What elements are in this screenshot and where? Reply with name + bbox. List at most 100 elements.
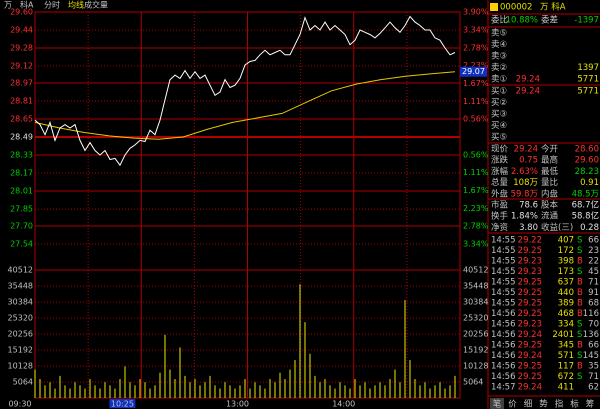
trade-volume: 398 (558, 257, 574, 267)
volume-bar (224, 382, 226, 398)
trade-price: 29.25 (518, 341, 542, 351)
y-tick-label: 27.70 (10, 221, 33, 230)
book-label: 卖② (491, 63, 507, 73)
trade-price: 29.24 (518, 383, 542, 393)
header-label: 成交量 (84, 0, 108, 10)
price-marker-box (460, 66, 487, 77)
y-tick-label: 25320 (8, 314, 33, 323)
trade-time: 14:55 (491, 278, 516, 288)
trade-time: 14:56 (491, 372, 516, 382)
volume-bar (234, 388, 236, 398)
stat-label: 流通 (541, 211, 559, 222)
volume-bar (99, 388, 101, 398)
stat-label: 换手 (491, 211, 509, 222)
volume-bar (74, 382, 76, 398)
volume-bar (364, 382, 366, 398)
trade-side: S (577, 236, 582, 246)
volume-bar (284, 379, 286, 398)
trade-side: S (577, 246, 582, 256)
trade-price: 29.25 (518, 246, 542, 256)
volume-bar (324, 379, 326, 398)
volume-bar (194, 379, 196, 398)
volume-bar (269, 379, 271, 398)
stat-value: -10.88% (503, 16, 538, 26)
time-label: 13:00 (226, 400, 249, 409)
y2-tick-label: 40512 (463, 266, 488, 275)
volume-bar (359, 385, 361, 398)
panel-tab[interactable]: 指 (555, 399, 564, 409)
volume-bar (454, 375, 456, 398)
volume-bar (209, 375, 211, 398)
book-price: 29.24 (516, 87, 540, 97)
y-tick-label: 28.97 (10, 78, 33, 87)
trade-count: 22 (588, 257, 599, 267)
volume-bar (54, 388, 56, 398)
volume-bar (399, 382, 401, 398)
trade-time: 14:55 (491, 267, 516, 277)
trade-count: 136 (583, 330, 599, 340)
stat-label: 外盘 (491, 188, 509, 199)
trade-count: 23 (588, 246, 599, 256)
header-label: 分时 (44, 0, 60, 10)
volume-bar (249, 388, 251, 398)
trade-count: 71 (588, 278, 599, 288)
stock-name: 万 科A (540, 2, 566, 13)
volume-bar (344, 385, 346, 398)
y2-tick-label: 10128 (463, 362, 488, 371)
volume-bar (154, 385, 156, 398)
volume-bar (259, 385, 261, 398)
trade-time: 14:55 (491, 299, 516, 309)
volume-bar (389, 379, 391, 398)
volume-bar (394, 369, 396, 398)
panel-tab[interactable]: 势 (539, 399, 548, 409)
average-line (34, 71, 456, 140)
y-tick-label: 27.85 (10, 205, 33, 214)
volume-bar (239, 385, 241, 398)
stat-value: 0.75 (519, 156, 538, 166)
volume-bar (64, 385, 66, 398)
stat-value: 59.8万 (511, 189, 538, 199)
trade-price: 29.23 (518, 257, 542, 267)
panel-tab[interactable]: 价 (508, 400, 517, 409)
trade-side: B (577, 341, 583, 351)
volume-bar (164, 334, 166, 398)
volume-bar (59, 375, 61, 398)
book-volume: 5771 (577, 87, 599, 97)
volume-bar (124, 366, 126, 398)
time-label: 10:25 (111, 400, 134, 409)
trade-price: 29.25 (518, 372, 542, 382)
stock-code: 000002 (500, 3, 532, 13)
volume-bar (374, 385, 376, 398)
y-tick-label: 15192 (8, 346, 33, 355)
volume-bar (129, 382, 131, 398)
y2-tick-label: 3.34% (463, 25, 489, 34)
volume-bar (179, 347, 181, 398)
volume-bar (449, 385, 451, 398)
book-label: 卖④ (491, 40, 507, 50)
stat-label: 委差 (541, 15, 558, 26)
y2-tick-label: 1.67% (463, 186, 489, 195)
book-label: 买② (491, 98, 507, 108)
stat-label: 内盘 (541, 188, 559, 199)
stat-value: 2.63% (511, 167, 538, 177)
panel-tab[interactable]: 筹 (586, 399, 595, 409)
volume-bar (89, 379, 91, 398)
volume-bar (304, 322, 306, 398)
time-label: 14:00 (332, 400, 355, 409)
trade-volume: 345 (558, 341, 574, 351)
volume-bar (109, 385, 111, 398)
trade-side: B (577, 278, 583, 288)
panel-tab[interactable]: 标 (570, 399, 579, 409)
y2-tick-label: 35448 (463, 282, 488, 291)
trade-volume: 411 (558, 383, 574, 393)
trade-count: 66 (588, 236, 599, 246)
volume-bar (229, 385, 231, 398)
trade-count: 68 (588, 299, 599, 309)
stat-value: 108万 (513, 178, 538, 188)
trade-side: S (577, 330, 582, 340)
header-label: 科A (20, 0, 34, 10)
trade-time: 14:57 (491, 383, 516, 393)
panel-tab[interactable]: 细 (524, 399, 533, 409)
panel-tab[interactable]: 笔 (493, 399, 502, 409)
